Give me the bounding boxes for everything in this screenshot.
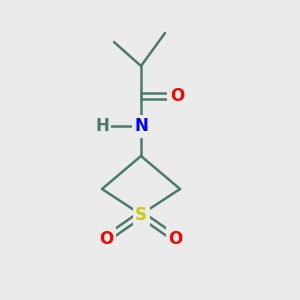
Text: S: S <box>135 206 147 224</box>
Text: O: O <box>168 230 183 247</box>
Text: O: O <box>170 87 184 105</box>
Text: H: H <box>95 117 109 135</box>
Text: N: N <box>134 117 148 135</box>
Text: O: O <box>99 230 114 247</box>
